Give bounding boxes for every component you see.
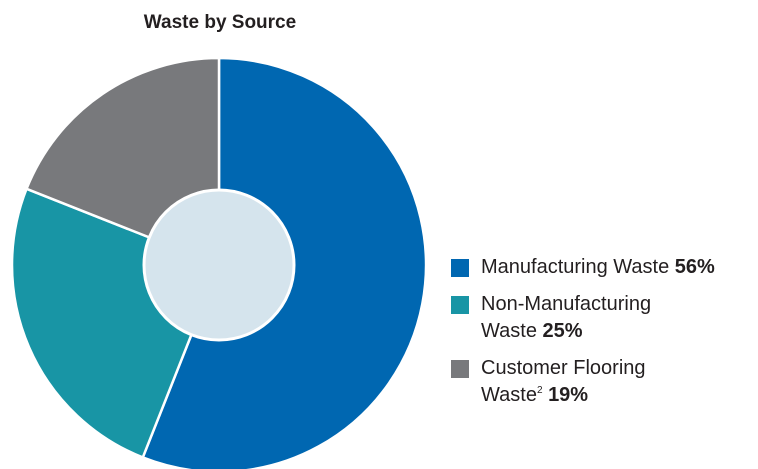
legend-label-non-manufacturing: Non-Manufacturing Waste 25% [481,293,652,342]
legend-item-manufacturing: Manufacturing Waste 56% [451,254,756,281]
donut-center [142,188,296,342]
legend-swatch-non-manufacturing [451,296,469,314]
legend-label-customer-flooring: Customer Flooring Waste2 19% [481,357,646,406]
legend-item-customer-flooring: Customer Flooring Waste2 19% [451,355,756,409]
legend-label-manufacturing: Manufacturing Waste 56% [481,256,715,278]
legend: Manufacturing Waste 56% Non-Manufacturin… [451,254,756,419]
chart-title: Waste by Source [143,12,297,33]
legend-item-non-manufacturing: Non-Manufacturing Waste 25% [451,291,756,345]
legend-swatch-customer-flooring [451,360,469,378]
legend-swatch-manufacturing [451,259,469,277]
